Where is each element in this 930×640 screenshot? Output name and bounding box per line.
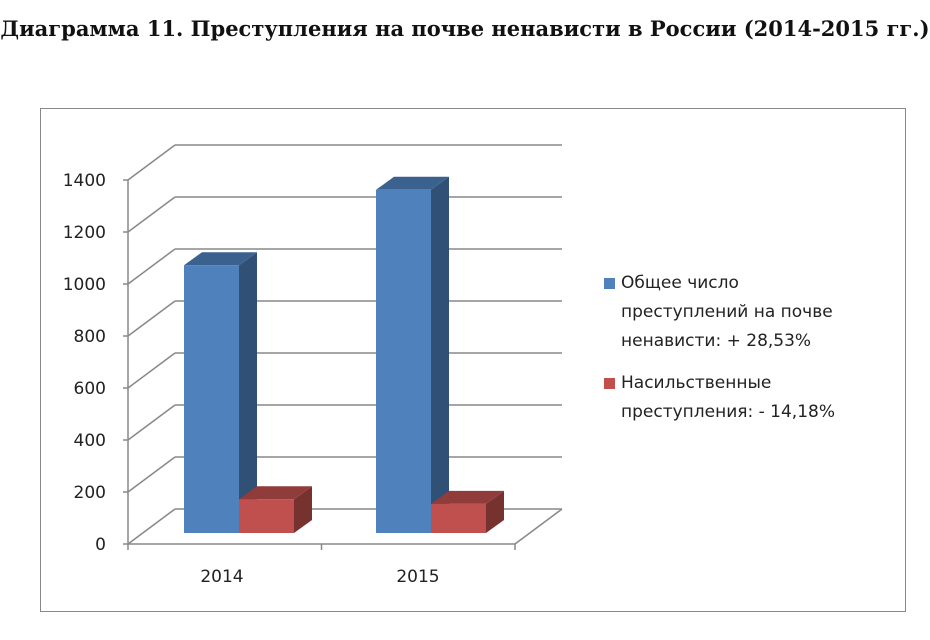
gridline-side — [127, 144, 176, 181]
legend-label: ненависти: + 28,53% — [621, 331, 811, 351]
legend-label: преступления: - 14,18% — [621, 402, 835, 422]
gridline-side — [127, 508, 176, 545]
bar-side — [239, 252, 257, 533]
bar-side — [431, 176, 449, 534]
y-tick-label: 200 — [74, 483, 106, 503]
bar-side — [486, 490, 504, 533]
bar-top — [184, 252, 257, 266]
gridline-side — [127, 456, 176, 493]
gridline-side — [127, 248, 176, 285]
bar-2014-1 — [239, 499, 294, 533]
legend-label: Насильственные — [621, 373, 771, 393]
legend-label: преступлений на почве — [621, 302, 833, 322]
bar-top — [431, 490, 504, 504]
x-tick-label: 2015 — [396, 567, 439, 587]
gridline-side — [127, 404, 176, 441]
floor-edge — [514, 508, 563, 545]
y-tick-label: 0 — [95, 535, 106, 555]
legend-label: Общее число — [621, 273, 739, 293]
y-tick-label: 400 — [74, 431, 106, 451]
legend-swatch — [604, 378, 615, 389]
gridline-side — [127, 300, 176, 337]
y-tick-label: 800 — [74, 327, 106, 347]
x-tick-label: 2014 — [200, 567, 243, 587]
bar-top — [376, 176, 449, 190]
y-tick-label: 1000 — [63, 275, 106, 295]
bar-top — [239, 486, 312, 500]
y-tick-label: 1400 — [63, 171, 106, 191]
gridline-side — [127, 352, 176, 389]
bar-2015-1 — [431, 503, 486, 533]
y-tick-label: 1200 — [63, 223, 106, 243]
bar-side — [294, 486, 312, 533]
y-tick-label: 600 — [74, 379, 106, 399]
gridline-side — [127, 196, 176, 233]
bar-2015-0 — [376, 189, 431, 534]
chart-frame — [40, 108, 906, 612]
bar-2014-0 — [184, 265, 239, 533]
legend-swatch — [604, 278, 615, 289]
chart-title: Диаграмма 11. Преступления на почве нена… — [0, 16, 930, 41]
